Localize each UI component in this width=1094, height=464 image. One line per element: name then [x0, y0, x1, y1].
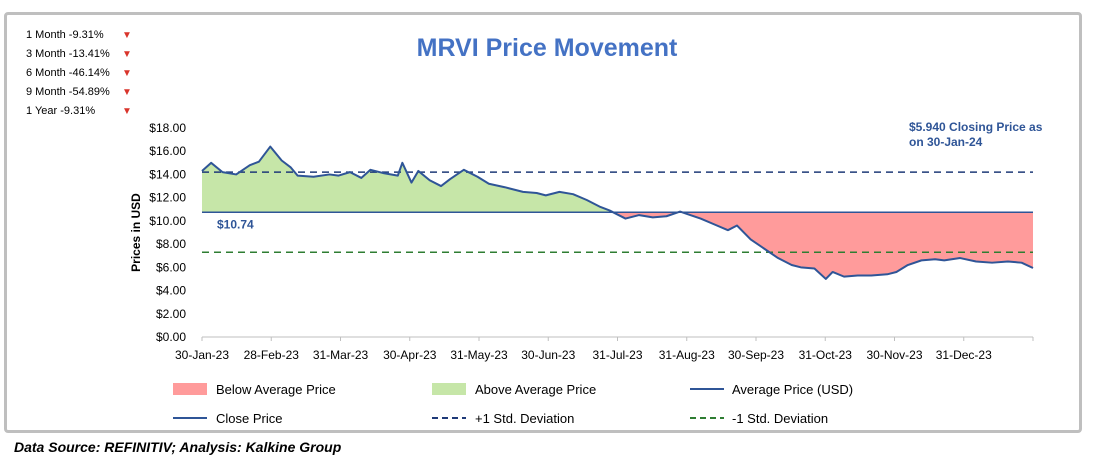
performance-item-9m: 9 Month -54.89% ▼: [26, 83, 136, 102]
average-price-label: $10.74: [217, 217, 254, 231]
x-tick-label: 31-Jul-23: [592, 348, 642, 362]
down-arrow-icon: ▼: [122, 49, 132, 60]
x-tick-label: 30-Nov-23: [866, 348, 922, 362]
data-source-note: Data Source: REFINITIV; Analysis: Kalkin…: [14, 439, 342, 455]
legend-plus-std-label: +1 Std. Deviation: [475, 411, 574, 426]
performance-list: 1 Month -9.31% ▼ 3 Month -13.41% ▼ 6 Month…: [26, 26, 136, 121]
y-tick-label: $14.00: [149, 167, 186, 181]
y-tick-label: $16.00: [149, 144, 186, 158]
x-tick-label: 31-Dec-23: [936, 348, 992, 362]
legend-close-label: Close Price: [216, 411, 282, 426]
performance-label: 1 Month -9.31%: [26, 29, 104, 41]
x-tick-label: 28-Feb-23: [244, 348, 300, 362]
legend-below-swatch: [173, 383, 207, 395]
legend-minus-std-label: -1 Std. Deviation: [732, 411, 828, 426]
performance-label: 6 Month -46.14%: [26, 67, 110, 79]
y-tick-label: $6.00: [156, 260, 186, 274]
x-tick-label: 31-Mar-23: [313, 348, 369, 362]
legend-above-swatch: [432, 383, 466, 395]
x-tick-label: 31-Aug-23: [659, 348, 715, 362]
y-tick-label: $0.00: [156, 330, 186, 344]
y-tick-label: $12.00: [149, 191, 186, 205]
chart-title: MRVI Price Movement: [416, 34, 678, 62]
down-arrow-icon: ▼: [122, 30, 132, 41]
performance-item-1y: 1 Year -9.31% ▼: [26, 102, 136, 121]
closing-price-annotation: $5.940 Closing Price as: [909, 120, 1043, 134]
performance-label: 3 Month -13.41%: [26, 48, 110, 60]
x-tick-label: 30-Jan-23: [175, 348, 229, 362]
legend-average-label: Average Price (USD): [732, 382, 853, 397]
performance-item-6m: 6 Month -46.14% ▼: [26, 64, 136, 83]
above-average-area: [202, 146, 1033, 213]
performance-label: 9 Month -54.89%: [26, 86, 110, 98]
y-tick-label: $10.00: [149, 214, 186, 228]
y-tick-label: $4.00: [156, 284, 186, 298]
x-tick-label: 31-Oct-23: [799, 348, 853, 362]
legend-above-label: Above Average Price: [475, 382, 596, 397]
x-tick-label: 30-Apr-23: [383, 348, 437, 362]
closing-price-annotation: on 30-Jan-24: [909, 135, 983, 149]
below-average-area: [202, 212, 1033, 279]
legend-below-label: Below Average Price: [216, 382, 336, 397]
x-tick-label: 31-May-23: [450, 348, 508, 362]
performance-label: 1 Year -9.31%: [26, 105, 96, 117]
performance-item-1m: 1 Month -9.31% ▼: [26, 26, 136, 45]
down-arrow-icon: ▼: [122, 68, 132, 79]
close-price-line: [201, 145, 1034, 280]
y-tick-label: $8.00: [156, 237, 186, 251]
down-arrow-icon: ▼: [122, 87, 132, 98]
x-tick-label: 30-Jun-23: [521, 348, 575, 362]
y-tick-label: $2.00: [156, 307, 186, 321]
down-arrow-icon: ▼: [122, 106, 132, 117]
y-tick-label: $18.00: [149, 121, 186, 135]
y-axis-title: Prices in USD: [129, 193, 143, 272]
x-tick-label: 30-Sep-23: [728, 348, 784, 362]
performance-item-3m: 3 Month -13.41% ▼: [26, 45, 136, 64]
